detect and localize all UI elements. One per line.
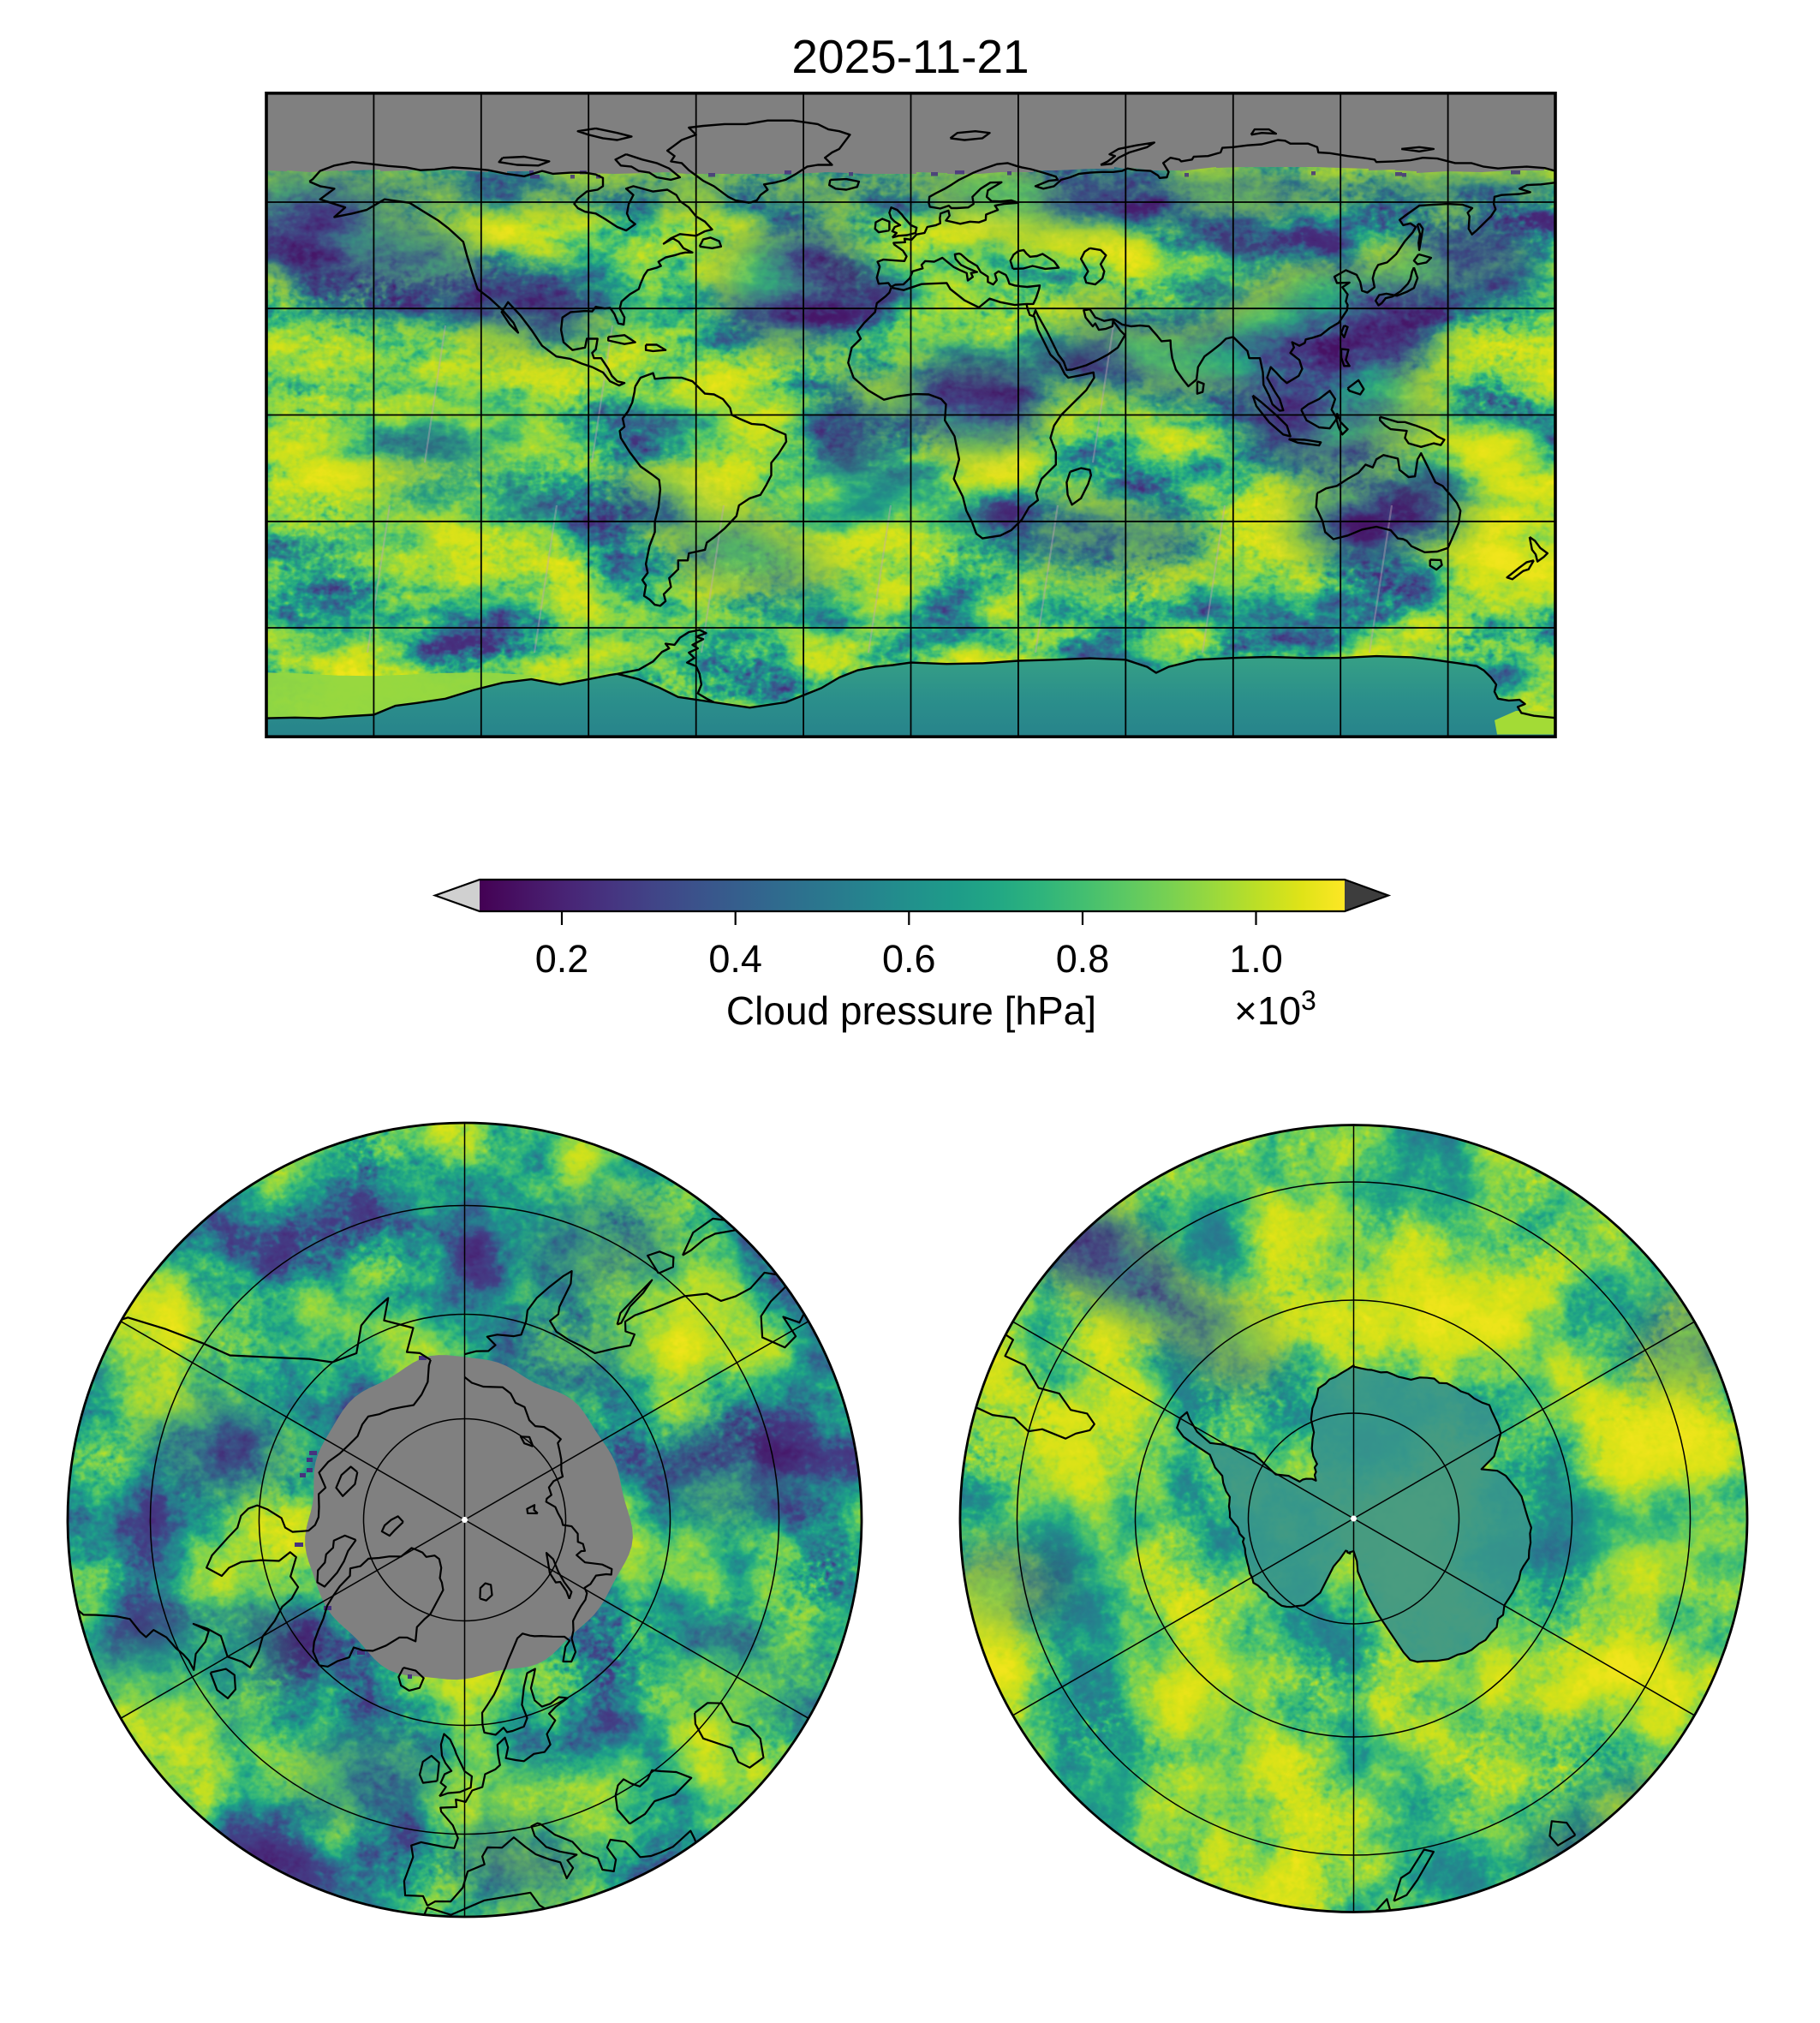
- svg-text:2025-11-21: 2025-11-21: [791, 30, 1029, 83]
- svg-text:Cloud pressure [hPa]: Cloud pressure [hPa]: [726, 988, 1096, 1033]
- svg-text:1.0: 1.0: [1229, 937, 1283, 981]
- svg-text:0.4: 0.4: [708, 937, 762, 981]
- svg-text:0.8: 0.8: [1056, 937, 1110, 981]
- svg-text:0.6: 0.6: [882, 937, 936, 981]
- svg-text:0.2: 0.2: [535, 937, 589, 981]
- svg-text:×103: ×103: [1234, 985, 1316, 1033]
